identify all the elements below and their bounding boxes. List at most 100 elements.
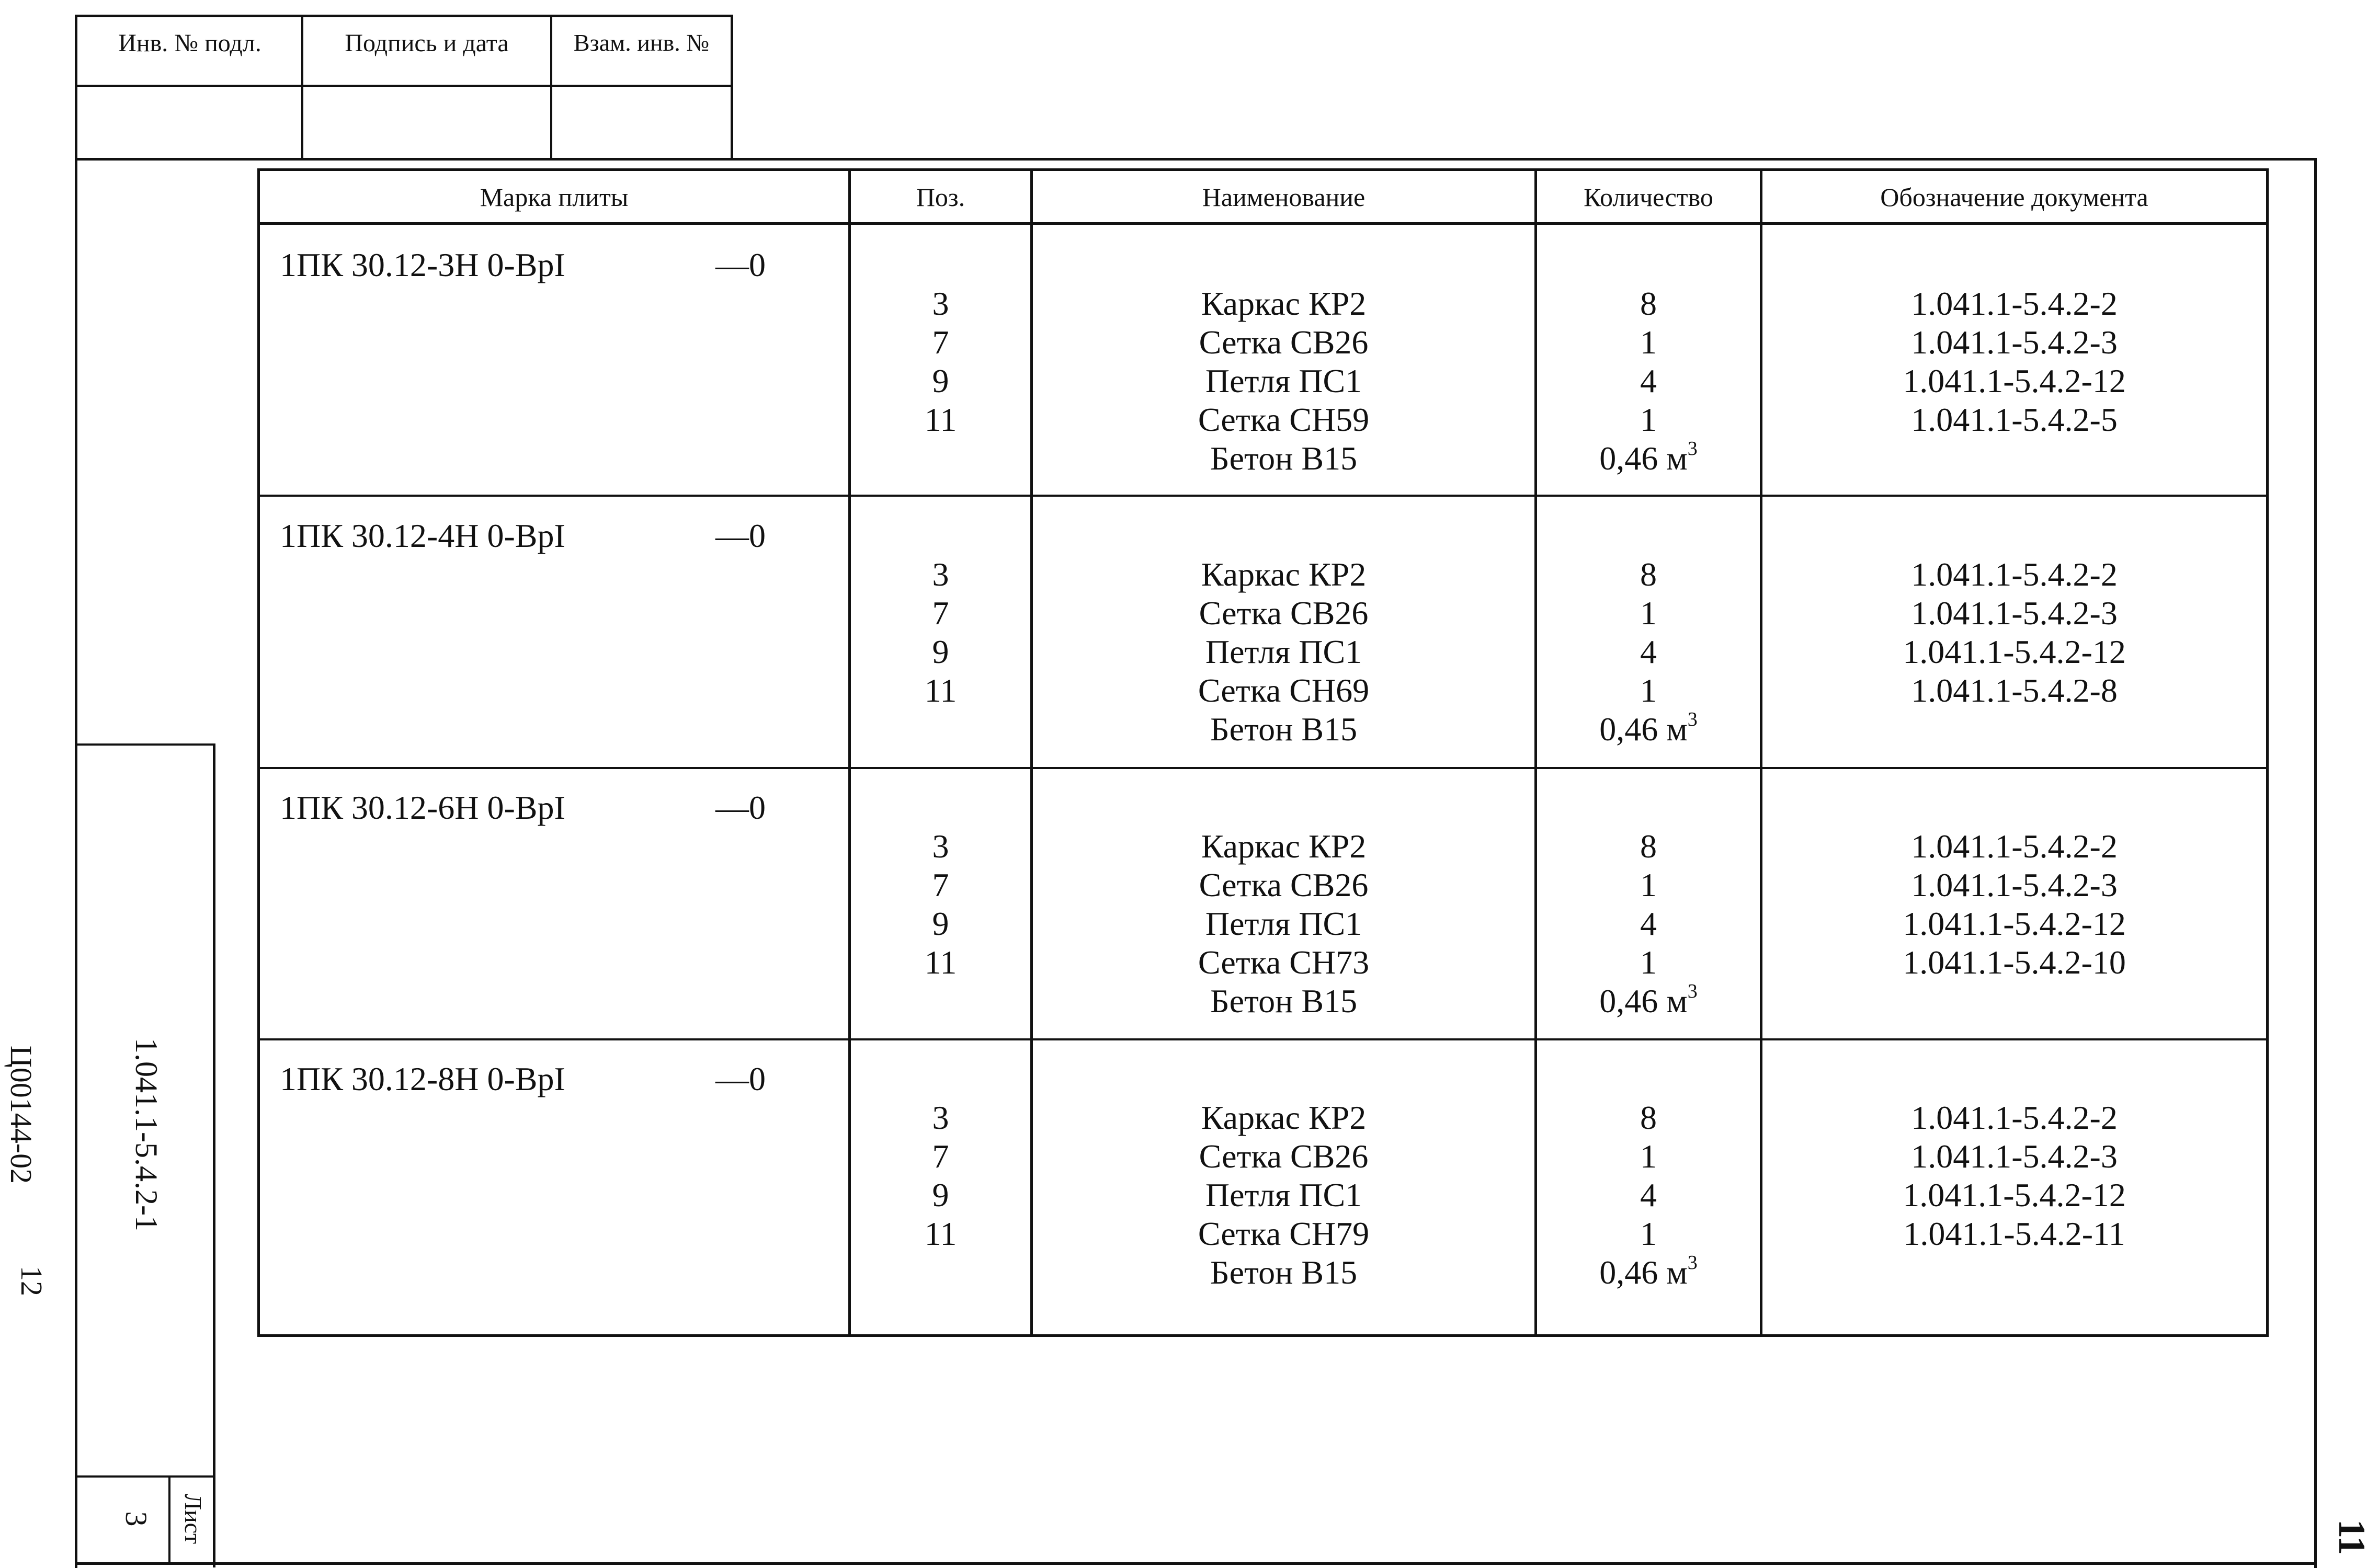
name-cell: Петля ПС1 [1205, 905, 1362, 942]
qty-cell: 4 [1640, 633, 1657, 670]
stamp-sign-label: Подпись и дата [345, 29, 509, 57]
qty-volume: 0,46 м [1599, 711, 1688, 748]
qty-cell: 4 [1640, 905, 1657, 942]
doc-cell: 1.041.1-5.4.2-3 [1911, 594, 2118, 632]
mark-suffix: —0 [715, 1060, 766, 1097]
qty-column: 8 1 4 1 0,46 м3 [1537, 1098, 1760, 1292]
doc-cell: 1.041.1-5.4.2-2 [1911, 556, 2118, 593]
pos-cell: 7 [932, 866, 949, 903]
doc-cell: 1.041.1-5.4.2-10 [1903, 944, 2126, 981]
qty-volume-cell: 0,46 м3 [1537, 439, 1760, 478]
doc-cell: 1.041.1-5.4.2-2 [1911, 828, 2118, 865]
doc-cell: 1.041.1-5.4.2-12 [1903, 362, 2126, 399]
name-cell: Бетон В15 [1210, 440, 1358, 477]
name-cell: Петля ПС1 [1205, 633, 1362, 670]
name-cell: Бетон В15 [1210, 982, 1358, 1020]
pos-cell: 3 [932, 556, 949, 593]
pos-cell [851, 439, 1030, 478]
name-cell: Бетон В15 [1210, 1254, 1358, 1291]
plate-mark: 1ПК 30.12-6Н 0-ВрI [280, 789, 565, 826]
name-cell: Каркас КР2 [1201, 556, 1367, 593]
name-cell: Бетон В15 [1210, 711, 1358, 748]
name-column: Каркас КР2 Сетка СВ26 Петля ПС1 Сетка СН… [1033, 555, 1534, 749]
qty-cell: 1 [1640, 401, 1657, 438]
pos-cell: 7 [932, 594, 949, 632]
mark-suffix: —0 [715, 246, 766, 283]
qty-volume-cell: 0,46 м3 [1537, 980, 1760, 1021]
doc-column: 1.041.1-5.4.2-2 1.041.1-5.4.2-3 1.041.1-… [1762, 555, 2266, 710]
unit-power: 3 [1687, 980, 1698, 1002]
name-cell: Сетка СВ26 [1199, 1138, 1369, 1175]
name-cell: Каркас КР2 [1201, 1099, 1367, 1136]
doc-cell: 1.041.1-5.4.2-11 [1903, 1215, 2125, 1252]
pos-cell: 9 [932, 362, 949, 399]
stamp-inv-label: Инв. № подл. [118, 29, 261, 57]
qty-volume-cell: 0,46 м3 [1537, 1253, 1760, 1292]
qty-cell: 1 [1640, 866, 1657, 903]
pos-column: 3 7 9 11 [851, 827, 1030, 1021]
doc-cell: 1.041.1-5.4.2-5 [1911, 401, 2118, 438]
name-cell: Сетка СН73 [1198, 944, 1370, 981]
doc-cell: 1.041.1-5.4.2-12 [1903, 633, 2126, 670]
doc-cell: 1.041.1-5.4.2-12 [1903, 1176, 2126, 1214]
doc-cell: 1.041.1-5.4.2-12 [1903, 905, 2126, 942]
pos-cell: 11 [924, 944, 957, 981]
sheet-number: 3 [119, 1511, 153, 1527]
qty-cell: 1 [1640, 1138, 1657, 1175]
name-column: Каркас КР2 Сетка СВ26 Петля ПС1 Сетка СН… [1033, 827, 1534, 1021]
unit-power: 3 [1687, 708, 1698, 730]
pos-cell: 3 [932, 828, 949, 865]
pos-cell: 3 [932, 1099, 949, 1136]
qty-cell: 1 [1640, 594, 1657, 632]
pos-cell: 9 [932, 905, 949, 942]
qty-cell: 1 [1640, 1215, 1657, 1252]
plate-mark: 1ПК 30.12-3Н 0-ВрI [280, 246, 565, 283]
pos-column: 3 7 9 11 [851, 555, 1030, 749]
qty-volume: 0,46 м [1599, 982, 1688, 1020]
name-cell: Сетка СН69 [1198, 672, 1370, 709]
name-cell: Сетка СН79 [1198, 1215, 1370, 1252]
pos-column: 3 7 9 11 [851, 284, 1030, 478]
margin-code: Ц00144-02 [4, 1045, 38, 1184]
qty-cell: 1 [1640, 324, 1657, 361]
mark-suffix: —0 [715, 789, 766, 826]
page-number: 11 [2331, 1519, 2373, 1555]
pos-cell: 9 [932, 1176, 949, 1214]
pos-cell: 9 [932, 633, 949, 670]
name-cell: Петля ПС1 [1205, 362, 1362, 399]
qty-cell: 8 [1640, 556, 1657, 593]
qty-cell: 8 [1640, 1099, 1657, 1136]
qty-cell: 1 [1640, 944, 1657, 981]
qty-cell: 1 [1640, 672, 1657, 709]
unit-power: 3 [1687, 1251, 1698, 1274]
pos-cell: 11 [924, 401, 957, 438]
doc-column: 1.041.1-5.4.2-2 1.041.1-5.4.2-3 1.041.1-… [1762, 284, 2266, 439]
doc-cell: 1.041.1-5.4.2-2 [1911, 285, 2118, 322]
name-cell: Сетка СВ26 [1199, 324, 1369, 361]
header-doc: Обозначение документа [1880, 182, 2148, 212]
pos-cell: 11 [924, 1215, 957, 1252]
stamp-replace-label: Взам. инв. № [573, 29, 710, 56]
mark-suffix: —0 [715, 517, 766, 554]
qty-volume: 0,46 м [1599, 1254, 1688, 1291]
doc-cell: 1.041.1-5.4.2-2 [1911, 1099, 2118, 1136]
plate-mark: 1ПК 30.12-8Н 0-ВрI [280, 1060, 565, 1097]
name-cell: Каркас КР2 [1201, 828, 1367, 865]
qty-column: 8 1 4 1 0,46 м3 [1537, 827, 1760, 1021]
pos-cell [851, 982, 1030, 1021]
qty-column: 8 1 4 1 0,46 м3 [1537, 284, 1760, 478]
doc-cell: 1.041.1-5.4.2-3 [1911, 324, 2118, 361]
doc-column: 1.041.1-5.4.2-2 1.041.1-5.4.2-3 1.041.1-… [1762, 827, 2266, 982]
header-name: Наименование [1202, 182, 1366, 212]
doc-cell: 1.041.1-5.4.2-3 [1911, 866, 2118, 903]
name-cell: Сетка СН59 [1198, 401, 1370, 438]
doc-cell: 1.041.1-5.4.2-8 [1911, 672, 2118, 709]
name-cell: Сетка СВ26 [1199, 594, 1369, 632]
pos-cell [851, 710, 1030, 749]
margin-page: 12 [15, 1266, 49, 1296]
pos-column: 3 7 9 11 [851, 1098, 1030, 1292]
pos-cell [851, 1253, 1030, 1292]
plate-mark: 1ПК 30.12-4Н 0-ВрI [280, 517, 565, 554]
name-cell: Петля ПС1 [1205, 1176, 1362, 1214]
doc-column: 1.041.1-5.4.2-2 1.041.1-5.4.2-3 1.041.1-… [1762, 1098, 2266, 1253]
